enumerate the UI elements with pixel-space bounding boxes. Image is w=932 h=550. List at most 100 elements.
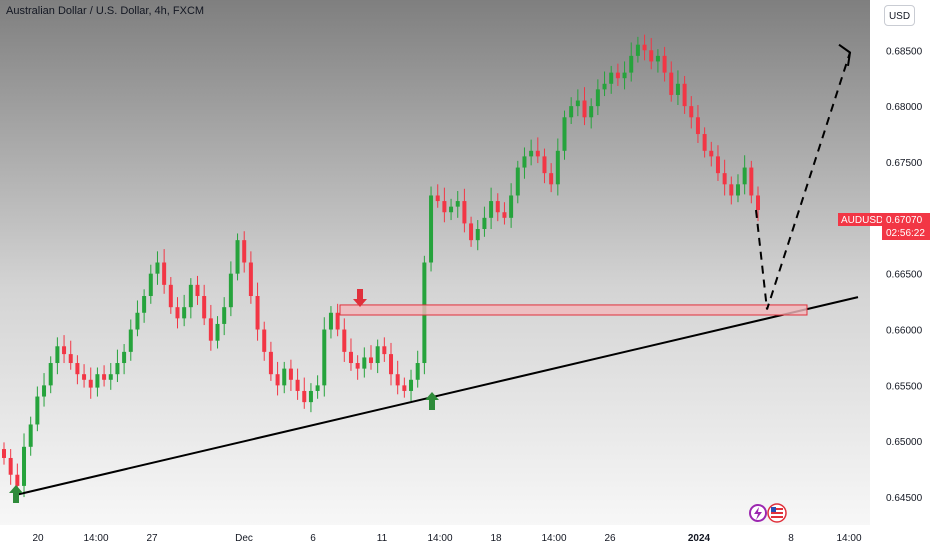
event-icons (749, 503, 787, 523)
candle-body (655, 55, 660, 62)
candle-body (28, 424, 33, 447)
candle-body (729, 184, 734, 196)
candle-body (122, 351, 127, 364)
candle-body (88, 379, 93, 388)
flag-stripes (771, 508, 783, 510)
candle-body (8, 457, 13, 475)
candle-body (449, 206, 454, 213)
candle-body (335, 312, 340, 330)
candle-body (575, 100, 580, 107)
candle-body (68, 354, 73, 364)
candle-body (162, 262, 167, 285)
candle-body (455, 201, 460, 207)
last-price-label: 0.67070 (886, 215, 923, 226)
support-trendline[interactable] (15, 296, 859, 496)
y-tick-label: 0.65500 (886, 381, 923, 392)
projection-arrowhead (838, 43, 852, 67)
lightning-icon (754, 507, 762, 520)
candle-body (235, 240, 240, 274)
candle-body (95, 374, 100, 388)
up-arrow-icon (9, 485, 23, 503)
candles-layer (2, 34, 760, 498)
candle-body (642, 44, 647, 51)
candle-body (629, 55, 634, 73)
candle-body (475, 228, 480, 241)
candle-body (42, 385, 47, 397)
candle-body (135, 312, 140, 330)
symbol-label: AUDUSD (841, 215, 883, 226)
resistance-zone[interactable] (339, 304, 808, 316)
candle-body (48, 363, 53, 386)
flag-stripe-2 (771, 512, 783, 514)
candle-body (709, 150, 714, 157)
x-tick-label: 14:00 (541, 533, 566, 544)
candle-body (582, 100, 587, 118)
y-tick-label: 0.67500 (886, 158, 923, 169)
candle-body (756, 195, 760, 210)
candle-body (615, 72, 620, 79)
candle-body (609, 72, 614, 84)
candle-body (168, 284, 173, 308)
candle-body (495, 201, 500, 213)
currency-button[interactable]: USD (884, 5, 915, 26)
up-arrow-icon (425, 392, 439, 410)
x-tick-label: 11 (377, 533, 388, 544)
candle-body (389, 354, 394, 375)
candle-body (255, 296, 260, 330)
candle-body (395, 374, 400, 386)
projection-path[interactable] (755, 52, 851, 310)
y-tick-label: 0.66500 (886, 270, 923, 281)
candle-body (689, 106, 694, 118)
candle-body (589, 106, 594, 118)
candle-body (35, 396, 40, 425)
flag-stripe-3 (771, 516, 783, 518)
candle-body (502, 212, 507, 218)
candle-body (555, 150, 560, 185)
candle-body (82, 374, 87, 380)
x-tick-label: 14:00 (83, 533, 108, 544)
candle-body (315, 385, 320, 391)
candle-body (115, 363, 120, 375)
price-axis-panel (870, 0, 932, 550)
candle-body (2, 449, 6, 458)
candle-body (175, 307, 180, 319)
x-tick-label: 14:00 (427, 533, 452, 544)
candle-body (195, 284, 200, 297)
y-tick-label: 0.66000 (886, 326, 923, 337)
candle-body (469, 223, 474, 241)
candle-body (462, 201, 467, 224)
candle-body (248, 262, 253, 297)
candle-body (188, 284, 193, 308)
y-tick-label: 0.68000 (886, 102, 923, 113)
candle-body (515, 167, 520, 196)
x-tick-label: Dec (235, 533, 253, 544)
candle-body (268, 351, 273, 375)
time-axis-panel (0, 525, 870, 550)
candle-body (22, 446, 27, 486)
candle-body (262, 329, 267, 352)
candle-body (148, 273, 153, 297)
candle-body (128, 329, 133, 352)
candle-body (595, 89, 600, 107)
candle-body (355, 363, 360, 369)
time-axis: 20 14:00 27 Dec 6 11 14:00 18 14:00 26 2024 8 14:00 (32, 533, 862, 544)
candle-body (362, 357, 367, 369)
candle-body (542, 156, 547, 174)
candle-body (429, 195, 434, 263)
price-label-bg (882, 213, 930, 240)
candle-body (368, 357, 373, 364)
chart-title: Australian Dollar / U.S. Dollar, 4h, FXC… (6, 5, 205, 17)
symbol-label-bg (838, 213, 882, 226)
chart-background (0, 0, 870, 525)
candle-body (208, 318, 213, 341)
candle-body (382, 346, 387, 355)
candle-body (662, 55, 667, 73)
candle-body (522, 156, 527, 168)
candle-body (722, 173, 727, 185)
candle-body (682, 83, 687, 107)
candle-body (222, 307, 227, 324)
candle-body (155, 262, 160, 274)
candle-body (675, 83, 680, 95)
